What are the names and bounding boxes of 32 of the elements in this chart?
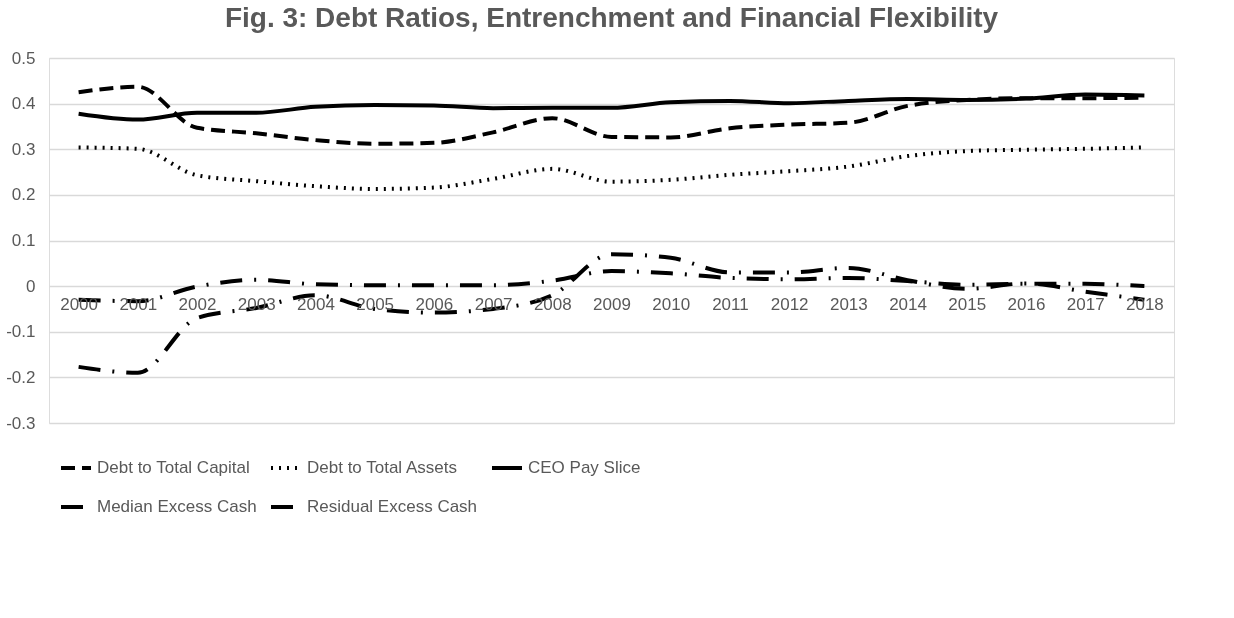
- x-tick-label: 2000: [60, 294, 99, 314]
- x-tick-label: 2013: [829, 294, 868, 314]
- chart-title: Fig. 3: Debt Ratios, Entrenchment and Financial Flexibility: [224, 2, 999, 33]
- y-tick-label: -0.1: [6, 322, 36, 342]
- x-tick-label: 2009: [593, 294, 631, 314]
- x-tick-label: 2012: [770, 294, 809, 314]
- y-tick-label: 0.4: [11, 94, 36, 114]
- x-tick-label: 2011: [712, 294, 749, 314]
- legend-label: Debt to Total Assets: [307, 458, 457, 477]
- x-tick-label: 2005: [356, 294, 395, 314]
- y-tick-label: -0.3: [6, 413, 36, 433]
- legend-label: Residual Excess Cash: [307, 497, 478, 516]
- x-tick-label: 2003: [237, 294, 276, 314]
- x-tick-label: 2002: [178, 294, 217, 314]
- x-tick-label: 2006: [415, 294, 454, 314]
- x-tick-label: 2018: [1125, 294, 1164, 314]
- y-tick-label: 0: [26, 276, 36, 296]
- x-tick-label: 2014: [889, 294, 927, 314]
- legend-label: Debt to Total Capital: [97, 458, 250, 477]
- y-tick-label: 0.1: [11, 231, 36, 250]
- y-tick-label: 0.5: [11, 48, 36, 68]
- x-tick-label: 2008: [533, 294, 572, 314]
- legend-label: CEO Pay Slice: [528, 458, 641, 477]
- y-tick-label: -0.2: [6, 367, 36, 387]
- y-tick-label: 0.2: [11, 185, 36, 205]
- y-tick-label: 0.3: [11, 139, 36, 159]
- x-tick-label: 2010: [652, 294, 691, 314]
- x-tick-label: 2015: [948, 294, 987, 314]
- x-tick-label: 2017: [1066, 294, 1105, 314]
- x-tick-label: 2004: [297, 294, 335, 314]
- legend-label: Median Excess Cash: [97, 497, 257, 516]
- x-tick-label: 2016: [1007, 294, 1046, 314]
